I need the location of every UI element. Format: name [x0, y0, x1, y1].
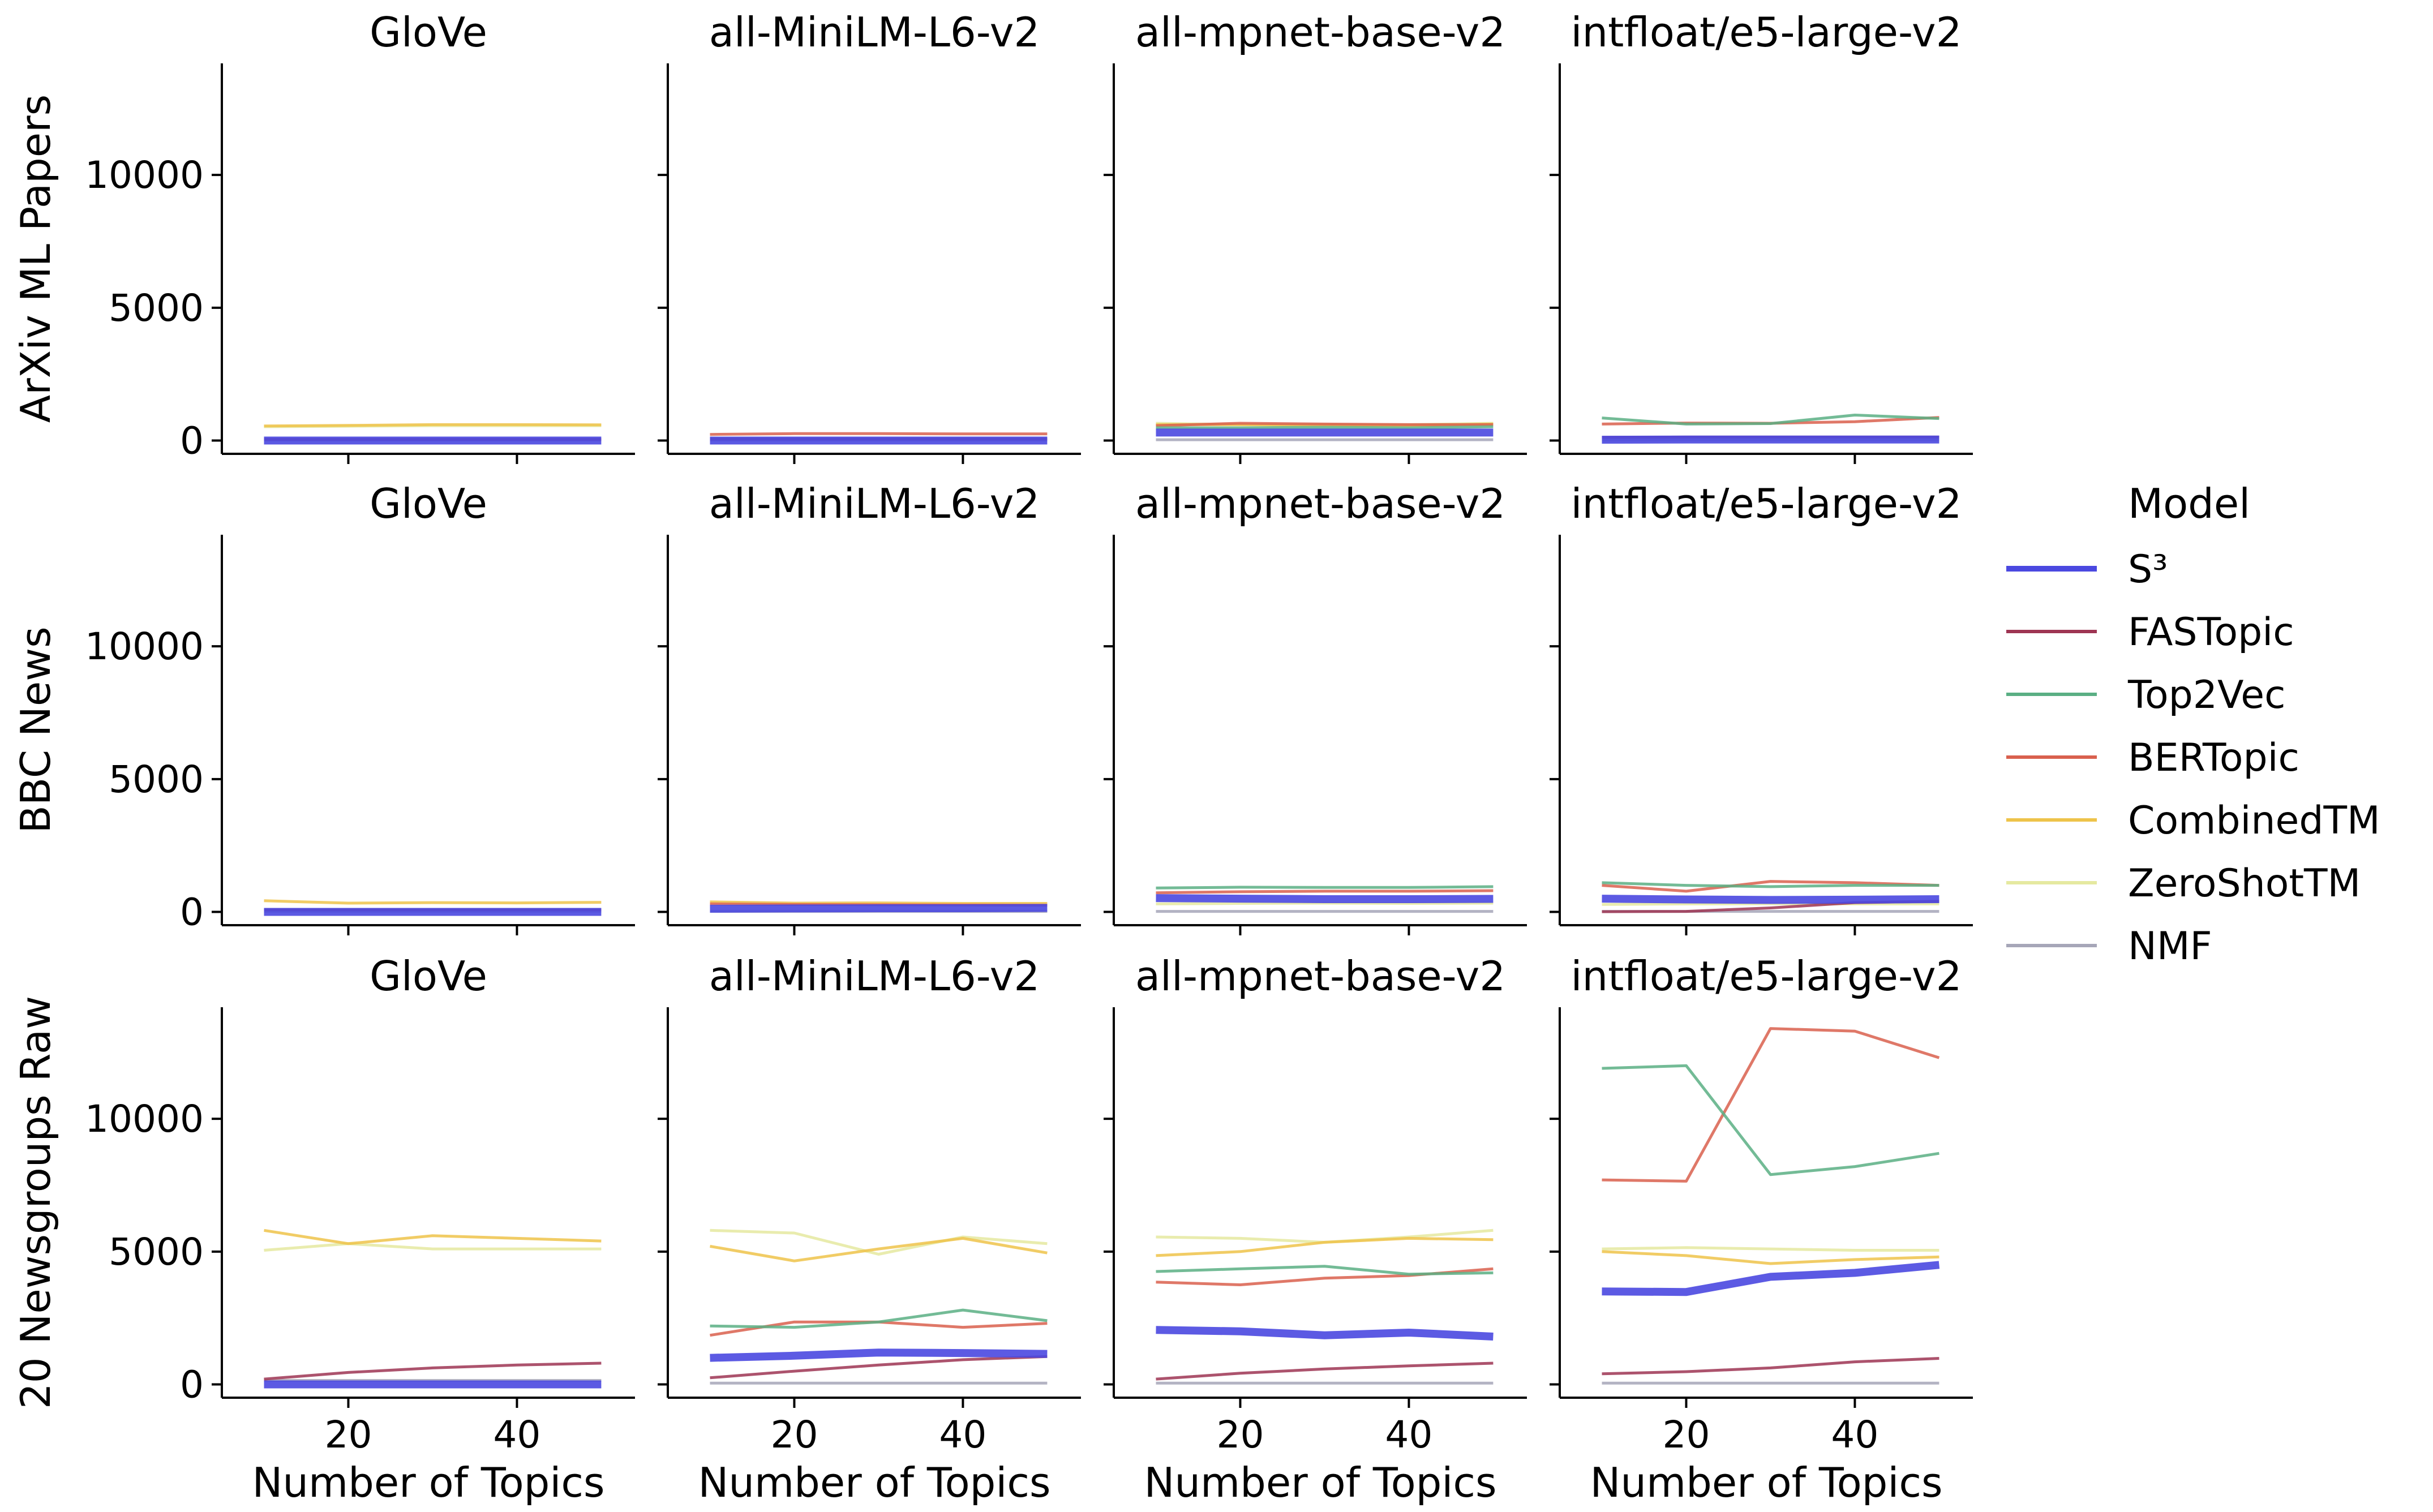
series-line-zeroshottm	[1602, 1246, 1939, 1252]
y-tick-label: 10000	[85, 153, 204, 197]
series-line-top2vec	[710, 1308, 1048, 1329]
legend-title: Model	[2128, 480, 2250, 527]
x-tick-label: 20	[1662, 1413, 1710, 1457]
y-tick-label: 5000	[109, 1230, 204, 1274]
series-line-top2vec	[1156, 885, 1494, 890]
x-axis-label: Number of Topics	[698, 1459, 1050, 1506]
series-line-combinedtm	[264, 1228, 602, 1245]
panel-r2-c3: all-mpnet-base-v2	[1104, 480, 1527, 935]
legend-label-combinedtm: CombinedTM	[2128, 798, 2380, 843]
panel-r2-c2: all-MiniLM-L6-v2	[658, 480, 1081, 935]
panel-title: all-mpnet-base-v2	[1135, 8, 1505, 56]
series-line-s	[1602, 895, 1939, 904]
panel-title: intfloat/e5-large-v2	[1571, 8, 1962, 56]
panel-r2-c1: GloVe 0 5000 10000	[85, 480, 635, 935]
series-line-bertopic	[1602, 880, 1939, 893]
panel-title: intfloat/e5-large-v2	[1571, 952, 1962, 1000]
x-tick-label: 20	[324, 1413, 372, 1457]
y-tick-label: 5000	[109, 758, 204, 801]
panel-r1-c2: all-MiniLM-L6-v2	[658, 8, 1081, 464]
panel-r1-c4: intfloat/e5-large-v2	[1550, 8, 1973, 464]
row-label-bbc-news: BBC News	[12, 626, 59, 833]
series-line-fastopic	[710, 1355, 1048, 1380]
series-line-top2vec	[1602, 414, 1939, 426]
series-line-bertopic	[1156, 889, 1494, 895]
legend-label-nmf: NMF	[2128, 924, 2212, 969]
series-line-zeroshottm	[1156, 901, 1494, 905]
x-tick-label: 40	[493, 1413, 540, 1457]
series-line-s	[1602, 1261, 1940, 1296]
panel-title: GloVe	[370, 8, 487, 56]
x-tick-label: 40	[939, 1413, 986, 1457]
x-tick-label: 20	[1216, 1413, 1264, 1457]
series-line-combinedtm	[1602, 1250, 1939, 1265]
panel-title: GloVe	[370, 480, 487, 527]
row-label-arxiv-ml-papers: ArXiv ML Papers	[12, 94, 59, 423]
panel-r2-c4: intfloat/e5-large-v2	[1550, 480, 1973, 935]
series-line-top2vec	[1602, 1064, 1939, 1176]
series-line-zeroshottm	[264, 1242, 602, 1252]
legend-label-top2vec: Top2Vec	[2127, 673, 2285, 718]
legend: Model S³ FASTopic Top2Vec BERTopic CombinedTM…	[2006, 480, 2380, 969]
panel-title: all-MiniLM-L6-v2	[709, 480, 1040, 527]
y-tick-label: 0	[180, 419, 204, 463]
series-line-fastopic	[1156, 1361, 1494, 1381]
panel-title: all-mpnet-base-v2	[1135, 952, 1505, 1000]
series-line-fastopic	[1602, 1357, 1939, 1376]
x-axis-label: Number of Topics	[1144, 1459, 1496, 1506]
x-axis-label: Number of Topics	[1590, 1459, 1942, 1506]
panel-title: all-MiniLM-L6-v2	[709, 952, 1040, 1000]
legend-label-fastopic: FASTopic	[2128, 610, 2294, 655]
series-line-combinedtm	[264, 423, 602, 428]
panel-title: GloVe	[370, 952, 487, 1000]
series-line-zeroshottm	[710, 1228, 1048, 1256]
series-line-combinedtm	[710, 1236, 1048, 1262]
x-tick-label: 40	[1831, 1413, 1878, 1457]
series-line-top2vec	[1602, 881, 1939, 888]
series-line-bertopic	[1156, 422, 1494, 427]
series-line-zeroshottm	[1156, 1228, 1494, 1244]
series-line-s	[710, 904, 1048, 913]
y-tick-label: 5000	[109, 286, 204, 330]
row-label-20-newsgroups-raw: 20 Newsgroups Raw	[12, 996, 59, 1409]
legend-label-s: S³	[2128, 547, 2168, 592]
y-tick-label: 10000	[85, 1097, 204, 1141]
series-line-combinedtm	[264, 899, 602, 905]
y-tick-label: 0	[180, 1363, 204, 1407]
series-line-bertopic	[710, 1320, 1048, 1337]
series-line-top2vec	[1156, 1265, 1494, 1276]
series-line-fastopic	[264, 1361, 602, 1381]
panel-r1-c3: all-mpnet-base-v2	[1104, 8, 1527, 464]
series-line-bertopic	[1602, 1027, 1940, 1183]
series-line-top2vec	[1156, 425, 1494, 429]
series-line-s	[1156, 894, 1494, 903]
y-tick-label: 0	[180, 891, 204, 934]
x-axis-label: Number of Topics	[252, 1459, 604, 1506]
series-line-combinedtm	[1156, 1236, 1494, 1257]
series-line-s	[1156, 1326, 1494, 1341]
panel-title: all-mpnet-base-v2	[1135, 480, 1505, 527]
series-line-combinedtm	[710, 900, 1048, 905]
panel-r1-c1: GloVe 0 5000 10000	[85, 8, 635, 464]
panel-title: intfloat/e5-large-v2	[1571, 480, 1962, 527]
panel-title: all-MiniLM-L6-v2	[709, 8, 1040, 56]
x-tick-label: 40	[1385, 1413, 1432, 1457]
legend-label-zeroshottm: ZeroShotTM	[2128, 861, 2361, 906]
legend-label-bertopic: BERTopic	[2128, 736, 2299, 780]
series-line-s	[710, 1348, 1048, 1362]
series-line-bertopic	[710, 432, 1048, 436]
x-tick-label: 20	[770, 1413, 818, 1457]
y-tick-label: 10000	[85, 625, 204, 668]
